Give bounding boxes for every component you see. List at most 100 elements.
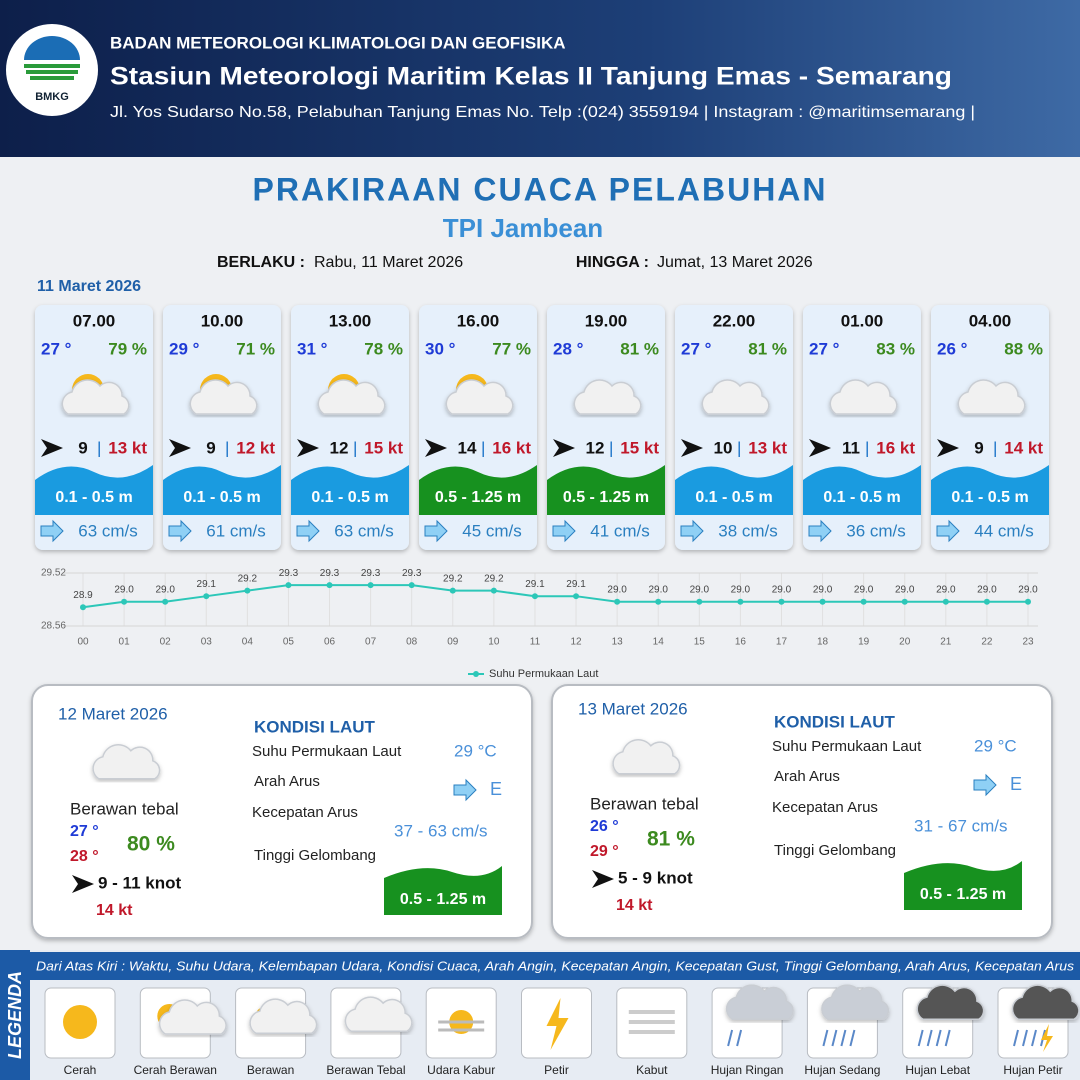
slot-humidity: 81 % [748,339,787,358]
sst-point [696,598,703,605]
sst-point [901,598,908,605]
separator: | [737,438,741,457]
sea-title: KONDISI LAUT [254,717,376,736]
rain [736,1029,743,1047]
value-label: 29.2 [443,573,463,584]
wind-arrow [41,439,63,457]
wave-band [803,465,921,515]
wave-band [419,465,537,515]
value-label: 29.2 [238,573,258,584]
slot-wave: 0.1 - 0.5 m [951,489,1028,506]
cloud-icon [573,379,642,415]
legend-item-label: Petir [544,1063,569,1077]
value-label: 29.3 [320,568,340,579]
cloud-icon [61,379,130,415]
sst-point [285,582,292,589]
sst-point [819,598,826,605]
x-tick-label: 01 [119,637,131,648]
x-tick-label: 09 [447,637,459,648]
slot-time: 13.00 [329,311,372,330]
sst-point [942,598,949,605]
slot-time: 04.00 [969,311,1012,330]
sun-icon [63,1005,97,1039]
cloud-icon [1011,984,1080,1020]
current-arrow [424,519,448,543]
slot-gust: 13 kt [748,438,787,457]
outlook-wind: 9 - 11 knot [98,873,181,892]
x-tick-label: 11 [530,637,541,648]
slot-wave: 0.1 - 0.5 m [55,489,132,506]
valid-to-label: HINGGA : [576,254,649,271]
slot-humidity: 81 % [620,339,659,358]
slot-time: 07.00 [73,311,116,330]
x-tick-label: 17 [776,637,788,648]
valid-from: Rabu, 11 Maret 2026 [314,254,463,271]
slot-gust: 15 kt [620,438,659,457]
slot-current: 61 cm/s [206,521,266,540]
rain [1031,1029,1037,1047]
slot-gust: 15 kt [364,438,403,457]
slot-wave: 0.1 - 0.5 m [311,489,388,506]
wave-band [931,465,1049,515]
sst-point [573,593,580,600]
x-tick-label: 23 [1022,637,1034,648]
outlook-humidity: 81 % [647,828,695,851]
wind-arrow [169,439,191,457]
valid-from-label: BERLAKU : [217,254,305,271]
legend-item-label: Hujan Petir [1003,1063,1062,1077]
wave-value: 0.5 - 1.25 m [920,886,1006,903]
legend-item-label: Hujan Sedang [804,1063,880,1077]
lightning [546,998,569,1050]
current-arrow [40,519,64,543]
sst-value: 29 °C [454,741,497,760]
slot-wind: 14 [458,438,477,457]
outlook-condition: Berawan tebal [590,794,699,813]
wind-arrow [592,870,614,888]
slot-wind: 9 [206,438,215,457]
outlook-temp-min: 27 ° [70,823,99,840]
header-banner [0,0,1080,157]
sst-point [737,598,744,605]
y-tick-label: 29.52 [41,568,66,579]
slot-wind: 9 [78,438,87,457]
separator: | [609,438,613,457]
value-label: 29.0 [114,584,134,595]
x-tick-label: 20 [899,637,911,648]
value-label: 29.0 [1018,584,1038,595]
slot-wave: 0.5 - 1.25 m [563,489,649,506]
rain [926,1029,933,1047]
dir-value: E [1010,774,1022,794]
value-label: 29.0 [936,584,956,595]
slot-time: 10.00 [201,311,244,330]
wind-arrow [425,439,447,457]
slot-current: 63 cm/s [78,521,138,540]
speed-value: 37 - 63 cm/s [394,821,488,840]
cloud-icon [445,379,514,415]
legend-item-label: Hujan Lebat [905,1063,970,1077]
logo-text: BMKG [35,91,69,103]
value-label: 29.0 [607,584,627,595]
legend-strip [0,950,30,1080]
sst-point [860,598,867,605]
current-arrow [453,778,477,802]
sst-point [983,598,990,605]
legend-item-label: Cerah Berawan [134,1063,217,1077]
logo-mark [24,36,80,60]
legend-label: Suhu Permukaan Laut [489,668,598,680]
value-label: 29.2 [484,573,504,584]
sst-line [82,584,1028,609]
wave-band [35,465,153,515]
sst-point [778,598,785,605]
slot-current: 63 cm/s [334,521,394,540]
haze [438,1020,485,1032]
cloud-icon [916,984,985,1020]
subtitle: TPI Jambean [443,213,603,243]
sst-point [531,593,538,600]
rain [1022,1029,1028,1047]
wave-band [384,866,502,915]
wave-value: 0.5 - 1.25 m [400,891,486,908]
value-label: 29.0 [895,584,915,595]
sst-point [367,582,374,589]
address: Jl. Yos Sudarso No.58, Pelabuhan Tanjung… [110,104,975,121]
outlook-date: 13 Maret 2026 [578,699,688,718]
